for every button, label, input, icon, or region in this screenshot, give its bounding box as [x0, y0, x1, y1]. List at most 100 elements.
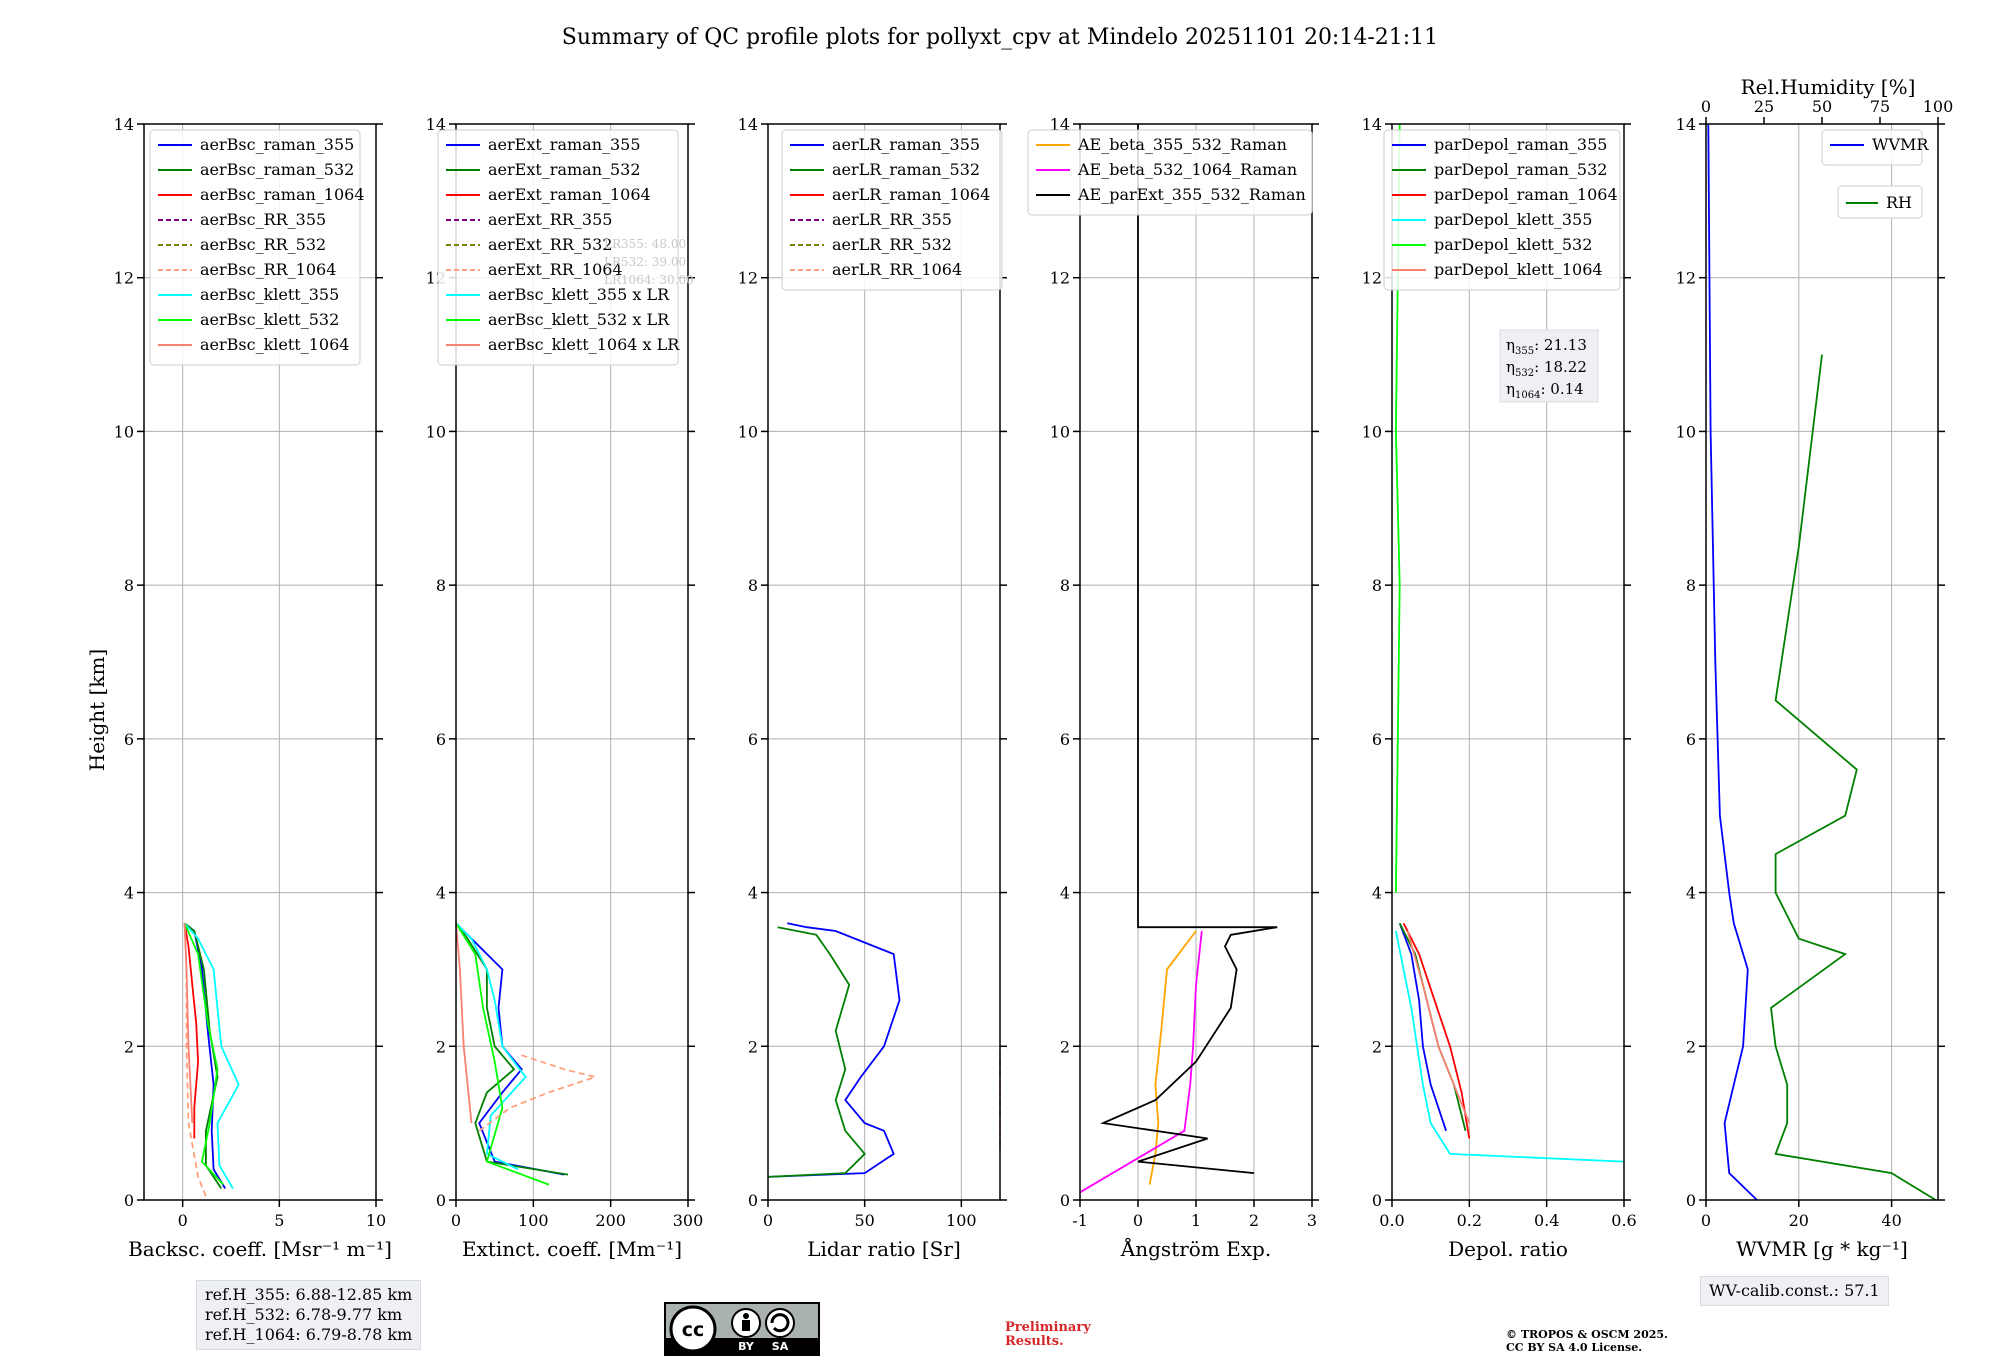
series-aerLR_raman_532 — [767, 926, 866, 1178]
legend-entry: aerExt_raman_532 — [488, 160, 641, 179]
series-parDepol_klett_1064 — [1406, 930, 1471, 1124]
x-tick-label: 0 — [763, 1211, 773, 1230]
y-tick-label: 6 — [1372, 730, 1382, 749]
x-tick-label: 0.6 — [1611, 1211, 1636, 1230]
eta-value-532: η532: 18.22 — [1506, 358, 1587, 379]
legend-box — [1837, 185, 1923, 219]
x-tick-label: 20 — [1789, 1211, 1809, 1230]
x-axis-label: WVMR [g * kg⁻¹] — [1736, 1237, 1908, 1261]
x-tick-label: 200 — [595, 1211, 626, 1230]
series-AE_beta_532_1064_Raman — [1079, 930, 1203, 1194]
y-tick-label: 2 — [748, 1037, 758, 1056]
series-parDepol_raman_1064 — [1402, 922, 1471, 1139]
series-aerBsc_klett_532 x LR — [455, 922, 550, 1186]
y-tick-label: 10 — [1362, 422, 1382, 441]
y-tick-label: 0 — [1372, 1191, 1382, 1210]
y-tick-label: 6 — [748, 730, 758, 749]
cc-license-badge[interactable]: cc BY SA — [664, 1302, 820, 1356]
top-x-tick-label: 75 — [1870, 97, 1890, 116]
x-tick-label: 300 — [673, 1211, 704, 1230]
x-tick-label: 100 — [518, 1211, 549, 1230]
legend-entry: parDepol_raman_1064 — [1434, 185, 1618, 204]
series-aerLR_raman_355 — [767, 922, 901, 1178]
ref-height-355: ref.H_355: 6.88-12.85 km — [205, 1285, 413, 1304]
y-tick-label: 14 — [1676, 115, 1696, 134]
y-tick-label: 2 — [1686, 1037, 1696, 1056]
eta-box-bg — [1499, 329, 1599, 403]
y-tick-label: 12 — [1050, 269, 1070, 288]
y-tick-label: 10 — [426, 422, 446, 441]
cc-by-label: BY — [738, 1340, 755, 1353]
y-tick-label: 14 — [114, 115, 134, 134]
lr-fixed-text: LR355: 48.00 — [604, 237, 686, 251]
y-tick-label: 0 — [436, 1191, 446, 1210]
y-tick-label: 6 — [124, 730, 134, 749]
rh-top-axis-label: Rel.Humidity [%] — [1741, 75, 1916, 99]
y-tick-label: 8 — [1686, 576, 1696, 595]
cc-sa-label: SA — [772, 1340, 789, 1353]
y-tick-label: 8 — [124, 576, 134, 595]
ref-height-532: ref.H_532: 6.78-9.77 km — [205, 1305, 403, 1324]
legend-entry: parDepol_klett_532 — [1434, 235, 1592, 254]
axes-frame — [1391, 123, 1625, 1201]
y-tick-label: 8 — [748, 576, 758, 595]
top-x-tick-label: 50 — [1812, 97, 1832, 116]
legend-entry: aerBsc_klett_532 — [200, 310, 339, 329]
legend-entry: aerBsc_RR_355 — [200, 210, 326, 229]
eta-value-1064: η1064: 0.14 — [1506, 380, 1584, 401]
y-tick-label: 10 — [1676, 422, 1696, 441]
y-tick-label: 4 — [1372, 884, 1382, 903]
axes-frame — [767, 123, 1001, 1201]
svg-text:cc: cc — [682, 1319, 705, 1341]
legend-box — [1027, 129, 1313, 216]
x-axis-label: Backsc. coeff. [Msr⁻¹ m⁻¹] — [128, 1237, 392, 1261]
legend-entry: aerBsc_RR_1064 — [200, 260, 336, 279]
legend-entry: aerLR_RR_532 — [832, 235, 952, 254]
y-tick-label: 14 — [1362, 115, 1382, 134]
legend-lr: aerLR_raman_355 aerLR_raman_532 aerLR_rama… — [781, 129, 1003, 291]
legend-entry: aerExt_raman_1064 — [488, 185, 651, 204]
legend-ae: AE_beta_355_532_Raman AE_beta_532_1064_Ra… — [1027, 129, 1313, 216]
eta-value-355: η355: 21.13 — [1506, 336, 1587, 357]
panel-dep: 0 2 4 6 8 10 12 14 0.0 0.2 0.4 0.6 Depol. ratio parDe… — [1362, 115, 1637, 1261]
series-aerBsc_klett_1064 — [183, 923, 194, 1124]
y-tick-label: 0 — [124, 1191, 134, 1210]
legend-entry: aerLR_raman_532 — [832, 160, 980, 179]
x-tick-label: 0.4 — [1534, 1211, 1559, 1230]
legend-entry: AE_beta_355_532_Raman — [1077, 135, 1287, 154]
x-tick-label: 40 — [1881, 1211, 1901, 1230]
series-aerBsc_klett_355 — [183, 922, 240, 1189]
reference-heights-box: ref.H_355: 6.88-12.85 km ref.H_532: 6.78… — [196, 1280, 422, 1350]
series-aerExt_raman_532 — [455, 922, 569, 1176]
y-tick-label: 6 — [1686, 730, 1696, 749]
y-tick-label: 14 — [1050, 115, 1070, 134]
panel-wv: 0 2 4 6 8 10 12 14 0 20 40 WVMR [g * kg⁻¹] 0 25 50 75 10… — [1676, 97, 1954, 1261]
x-tick-label: 3 — [1307, 1211, 1317, 1230]
legend2-wv: RH — [1837, 185, 1923, 219]
y-tick-label: 6 — [436, 730, 446, 749]
legend-entry: RH — [1886, 193, 1912, 212]
legend-wv: WVMR — [1821, 129, 1929, 166]
x-tick-label: 0.2 — [1457, 1211, 1482, 1230]
figure-title: Summary of QC profile plots for pollyxt_… — [562, 25, 1438, 50]
top-x-tick-label: 25 — [1754, 97, 1774, 116]
legend-entry: parDepol_raman_355 — [1434, 135, 1607, 154]
legend-entry: aerBsc_klett_355 x LR — [488, 285, 670, 304]
y-tick-label: 4 — [748, 884, 758, 903]
copyright-note: © TROPOS & OSCM 2025. CC BY SA 4.0 Licen… — [1506, 1328, 1668, 1354]
y-tick-label: 4 — [124, 884, 134, 903]
series-aerExt_raman_355 — [455, 922, 565, 1176]
legend-entry: aerBsc_raman_1064 — [200, 185, 365, 204]
legend-entry: aerBsc_klett_532 x LR — [488, 310, 670, 329]
legend-dep: parDepol_raman_355 parDepol_raman_532 parD… — [1383, 129, 1621, 291]
legend-entry: parDepol_klett_1064 — [1434, 260, 1603, 279]
preliminary-line-1: Preliminary — [1005, 1320, 1091, 1335]
y-tick-label: 2 — [1372, 1037, 1382, 1056]
y-tick-label: 4 — [436, 884, 446, 903]
x-tick-label: 0 — [451, 1211, 461, 1230]
top-x-tick-label: 100 — [1923, 97, 1954, 116]
legend-bsc: aerBsc_raman_355 aerBsc_raman_532 aerBsc_r… — [149, 129, 365, 366]
legend-entry: aerLR_RR_1064 — [832, 260, 962, 279]
